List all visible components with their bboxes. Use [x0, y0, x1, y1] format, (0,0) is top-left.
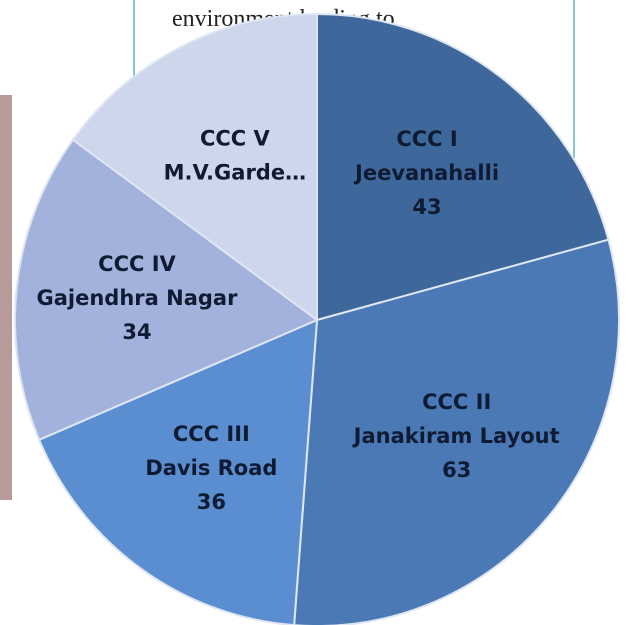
- slice-name: CCC I: [396, 127, 457, 151]
- slice-value: 63: [442, 458, 471, 482]
- chart: environment leading to CCC IJeevanahalli…: [0, 0, 633, 625]
- slice-sublabel: Gajendhra Nagar: [37, 286, 239, 310]
- slice-value: 34: [122, 320, 151, 344]
- slice-sublabel: M.V.Garde…: [164, 160, 306, 184]
- pie: [15, 14, 619, 625]
- slice-name: CCC III: [173, 422, 250, 446]
- slice-sublabel: Jeevanahalli: [353, 161, 499, 185]
- slice-sublabel: Janakiram Layout: [352, 424, 560, 448]
- slice-name: CCC II: [422, 390, 491, 414]
- slice-value: 43: [412, 195, 441, 219]
- slice-name: CCC IV: [98, 252, 176, 276]
- background-photo: [0, 95, 12, 500]
- slice-sublabel: Davis Road: [145, 456, 277, 480]
- slice-name: CCC V: [200, 126, 271, 150]
- slice-value: 36: [197, 490, 226, 514]
